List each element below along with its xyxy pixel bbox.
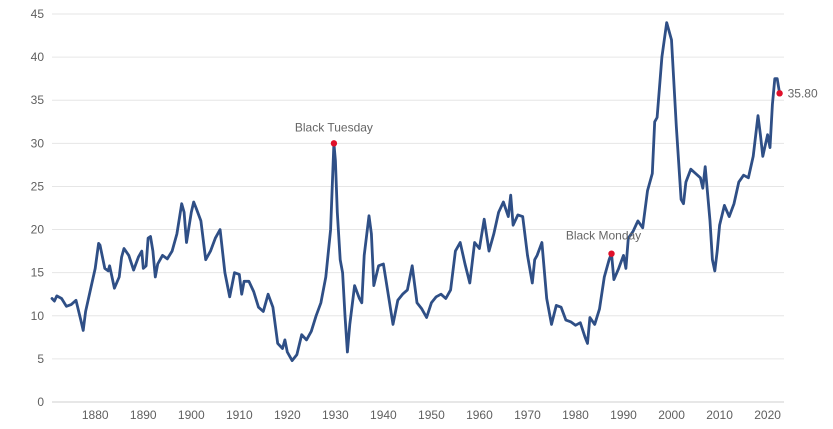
y-tick-label: 15 xyxy=(31,266,45,280)
annotation-label: Black Monday xyxy=(566,229,641,243)
y-tick-label: 35 xyxy=(31,93,45,107)
x-tick-label: 1920 xyxy=(274,408,301,422)
y-tick-label: 10 xyxy=(31,309,45,323)
annotation-label: 35.80 xyxy=(788,86,818,100)
grid-lines xyxy=(52,13,784,403)
annotation-label: Black Tuesday xyxy=(295,120,373,134)
x-tick-label: 2010 xyxy=(706,408,733,422)
y-axis-ticks: 0 5 10 15 20 25 30 35 40 45 xyxy=(31,7,45,409)
annotation-marker xyxy=(608,250,615,257)
y-tick-label: 45 xyxy=(31,7,45,21)
x-tick-label: 1900 xyxy=(178,408,205,422)
y-tick-label: 0 xyxy=(37,395,44,409)
x-tick-label: 1880 xyxy=(82,408,109,422)
series-layer xyxy=(50,21,781,362)
y-tick-label: 25 xyxy=(31,179,45,193)
annotation-marker xyxy=(330,140,338,147)
x-tick-label: 1950 xyxy=(418,408,445,422)
x-tick-label: 1960 xyxy=(466,408,493,422)
y-tick-label: 40 xyxy=(31,50,45,64)
annotation-marker xyxy=(776,90,783,97)
x-tick-label: 1970 xyxy=(514,408,541,422)
x-tick-label: 2000 xyxy=(658,408,685,422)
x-tick-label: 1980 xyxy=(562,408,589,422)
y-tick-label: 5 xyxy=(37,352,44,366)
x-tick-label: 1910 xyxy=(226,408,253,422)
x-axis-ticks: 1880 1890 1900 1910 1920 1930 1940 1950 1960 1970… xyxy=(82,408,781,422)
x-tick-label: 1940 xyxy=(370,408,397,422)
x-tick-label: 2020 xyxy=(754,408,781,422)
annotations: Black Tuesday Black Monday 35.80 xyxy=(295,86,818,257)
series-line xyxy=(50,21,781,362)
x-tick-label: 1990 xyxy=(610,408,637,422)
x-tick-label: 1930 xyxy=(322,408,349,422)
x-tick-label: 1890 xyxy=(130,408,157,422)
y-tick-label: 30 xyxy=(31,136,45,150)
y-tick-label: 20 xyxy=(31,223,45,237)
